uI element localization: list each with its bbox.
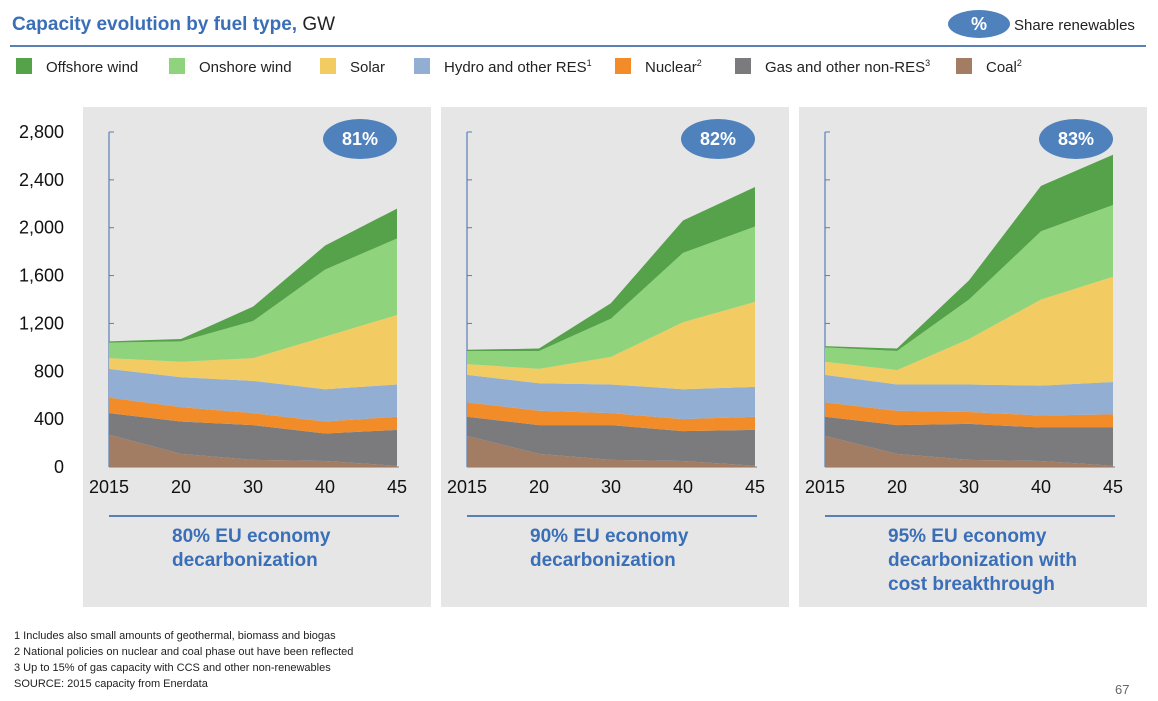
x-tick-label: 20 xyxy=(171,477,191,497)
legend-label: Hydro and other RES xyxy=(444,59,587,76)
y-tick-label: 400 xyxy=(34,409,64,429)
area-offshore-wind xyxy=(825,154,1113,351)
x-tick-label: 45 xyxy=(745,477,765,497)
share-renewables-value: 82% xyxy=(700,129,736,149)
legend: Offshore wind Onshore wind Solar Hydro a… xyxy=(16,58,1146,78)
page-number: 67 xyxy=(1115,682,1130,697)
footnote-2: 2 National policies on nuclear and coal … xyxy=(14,646,354,658)
y-tick-label: 1,600 xyxy=(19,266,64,286)
area-offshore-wind xyxy=(109,208,397,343)
x-tick-label: 2015 xyxy=(447,477,487,497)
chart-title-line: cost breakthrough xyxy=(888,574,1055,595)
area-gas-and-other-non-res xyxy=(825,416,1113,466)
legend-label: Solar xyxy=(350,59,386,76)
chart-title-line: 95% EU economy xyxy=(888,526,1047,547)
chart-title-line: 80% EU economy xyxy=(172,526,331,547)
header-bar: Capacity evolution by fuel type, GW % Sh… xyxy=(10,0,1146,47)
legend-item-solar: Solar xyxy=(320,58,385,78)
y-tick-label: 0 xyxy=(54,457,64,477)
legend-item-hydro-res: Hydro and other RES1 xyxy=(414,58,592,78)
legend-item-onshore-wind: Onshore wind xyxy=(169,58,292,78)
area-offshore-wind xyxy=(467,187,755,351)
legend-footnote-mark: 1 xyxy=(586,58,592,68)
legend-item-nuclear: Nuclear2 xyxy=(615,58,702,78)
percent-badge: % xyxy=(948,10,1010,38)
chart-title-line: 90% EU economy xyxy=(530,526,689,547)
area-coal xyxy=(109,434,397,467)
legend-label: Offshore wind xyxy=(46,59,139,76)
area-nuclear xyxy=(467,402,755,432)
legend-footnote-mark: 2 xyxy=(1016,58,1022,68)
source-note: SOURCE: 2015 capacity from Enerdata xyxy=(14,678,208,690)
x-tick-label: 2015 xyxy=(89,477,129,497)
y-tick-label: 2,000 xyxy=(19,218,64,238)
x-tick-label: 40 xyxy=(315,477,335,497)
legend-label: Coal xyxy=(986,59,1017,76)
x-tick-label: 40 xyxy=(1031,477,1051,497)
legend-swatch xyxy=(956,58,972,74)
x-tick-label: 45 xyxy=(387,477,407,497)
area-hydro-and-other-res xyxy=(467,374,755,420)
legend-label: Onshore wind xyxy=(199,59,292,76)
y-tick-label: 2,800 xyxy=(19,122,64,142)
x-tick-label: 30 xyxy=(601,477,621,497)
share-renewables-badge xyxy=(1039,119,1113,159)
chart-title-line: decarbonization with xyxy=(888,550,1077,571)
legend-swatch xyxy=(169,58,185,74)
area-solar xyxy=(109,315,397,390)
footnotes: 1 Includes also small amounts of geother… xyxy=(14,628,353,692)
title-unit: GW xyxy=(302,14,336,35)
share-renewables-badge xyxy=(323,119,397,159)
area-solar xyxy=(467,301,755,390)
legend-swatch xyxy=(320,58,336,74)
x-tick-label: 40 xyxy=(673,477,693,497)
area-nuclear xyxy=(825,402,1113,428)
share-renewables-value: 83% xyxy=(1058,129,1094,149)
x-tick-label: 30 xyxy=(243,477,263,497)
legend-item-coal: Coal2 xyxy=(956,58,1022,78)
x-tick-label: 30 xyxy=(959,477,979,497)
y-tick-label: 1,200 xyxy=(19,313,64,333)
area-coal xyxy=(825,435,1113,467)
footnote-3: 3 Up to 15% of gas capacity with CCS and… xyxy=(14,662,331,674)
page-title: Capacity evolution by fuel type, GW xyxy=(12,14,335,36)
legend-swatch xyxy=(735,58,751,74)
percent-badge-label: Share renewables xyxy=(1014,17,1135,34)
area-gas-and-other-non-res xyxy=(467,416,755,466)
title-main: Capacity evolution by fuel type, xyxy=(12,14,298,35)
legend-footnote-mark: 2 xyxy=(696,58,702,68)
area-coal xyxy=(467,435,755,467)
share-renewables-badge xyxy=(681,119,755,159)
chart-title-line: decarbonization xyxy=(172,550,318,571)
legend-label: Nuclear xyxy=(645,59,697,76)
legend-swatch xyxy=(16,58,32,74)
area-hydro-and-other-res xyxy=(109,368,397,422)
x-tick-label: 20 xyxy=(529,477,549,497)
area-hydro-and-other-res xyxy=(825,374,1113,416)
area-onshore-wind xyxy=(109,238,397,362)
area-nuclear xyxy=(109,397,397,434)
area-solar xyxy=(825,276,1113,386)
legend-swatch xyxy=(414,58,430,74)
chart-title-line: decarbonization xyxy=(530,550,676,571)
legend-footnote-mark: 3 xyxy=(925,58,931,68)
area-onshore-wind xyxy=(467,226,755,369)
legend-item-offshore-wind: Offshore wind xyxy=(16,58,138,78)
area-onshore-wind xyxy=(825,204,1113,371)
legend-label: Gas and other non-RES xyxy=(765,59,926,76)
area-gas-and-other-non-res xyxy=(109,413,397,466)
x-tick-label: 2015 xyxy=(805,477,845,497)
footnote-1: 1 Includes also small amounts of geother… xyxy=(14,630,336,642)
share-renewables-value: 81% xyxy=(342,129,378,149)
y-tick-label: 800 xyxy=(34,361,64,381)
y-tick-label: 2,400 xyxy=(19,170,64,190)
legend-swatch xyxy=(615,58,631,74)
legend-item-gas-non-res: Gas and other non-RES3 xyxy=(735,58,930,78)
x-tick-label: 20 xyxy=(887,477,907,497)
x-tick-label: 45 xyxy=(1103,477,1123,497)
